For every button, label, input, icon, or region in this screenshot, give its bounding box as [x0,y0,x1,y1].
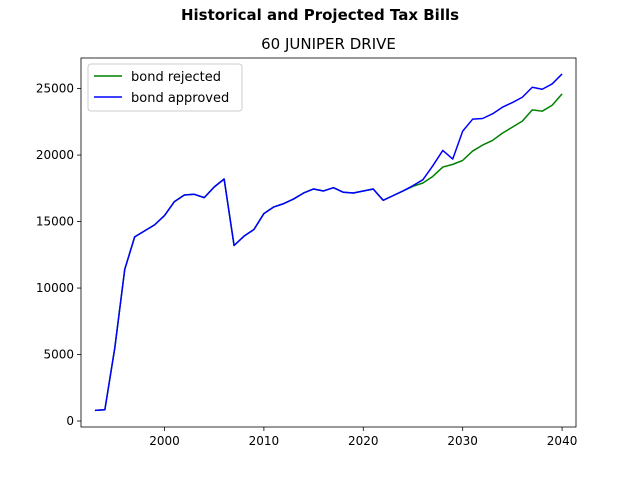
y-tick-label: 25000 [36,82,74,96]
axes-frame [80,57,577,428]
axes: 2000 2010 2020 2030 2040 0 5000 10000 15000 20000… [36,57,578,448]
series-line-bond-rejected [94,93,563,412]
legend-label: bond rejected [131,70,221,85]
y-tick-label: 0 [66,414,74,428]
x-tick-label: 2040 [547,434,578,448]
legend-label: bond approved [131,91,229,106]
y-tick-label: 5000 [43,348,74,362]
series-line-bond-approved [94,73,563,412]
chart-title: 60 JUNIPER DRIVE [261,35,396,53]
legend-box [87,63,243,112]
plot-area [94,73,563,412]
x-tick-label: 2000 [149,434,180,448]
x-tick-label: 2030 [447,434,478,448]
x-tick-label: 2020 [348,434,379,448]
y-tick-label: 10000 [36,281,74,295]
figure-suptitle: Historical and Projected Tax Bills [180,6,460,24]
legend: bond rejected bond approved [87,63,243,112]
y-tick-label: 15000 [36,215,74,229]
y-tick-label: 20000 [36,148,74,162]
x-tick-label: 2010 [249,434,280,448]
